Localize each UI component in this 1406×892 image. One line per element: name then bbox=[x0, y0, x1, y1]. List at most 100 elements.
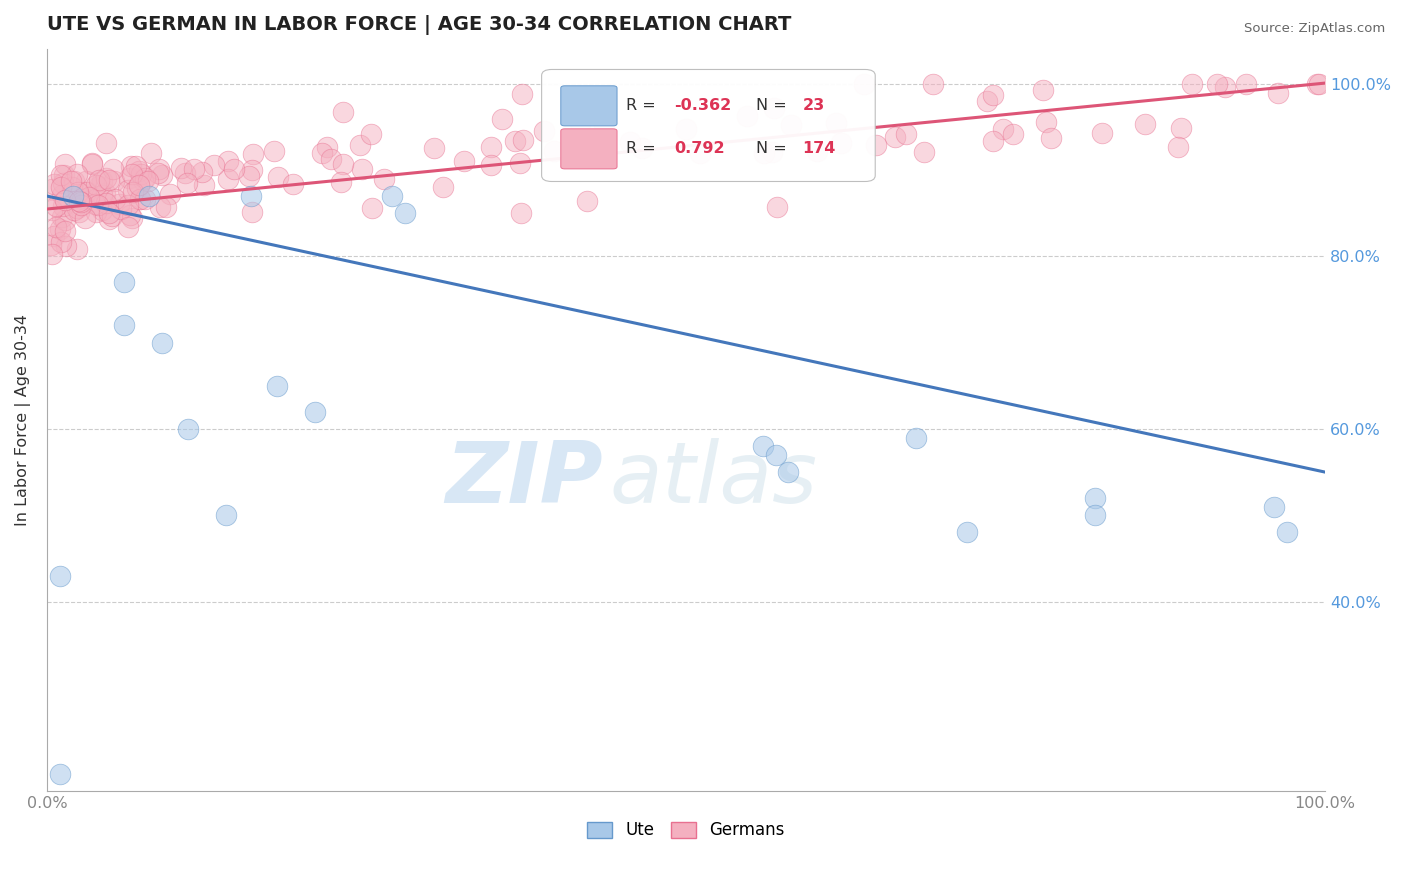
Point bbox=[66, 167, 89, 181]
Point bbox=[373, 171, 395, 186]
Point bbox=[240, 204, 263, 219]
Point bbox=[583, 101, 606, 115]
Point bbox=[381, 189, 404, 203]
Point bbox=[62, 189, 84, 203]
Point bbox=[148, 161, 170, 176]
Point bbox=[1275, 525, 1298, 540]
Point bbox=[491, 112, 513, 127]
Point bbox=[45, 199, 67, 213]
Point bbox=[82, 156, 104, 170]
Point bbox=[60, 180, 83, 194]
Point bbox=[70, 195, 93, 210]
Point bbox=[82, 156, 104, 170]
Point bbox=[806, 144, 828, 158]
Point bbox=[1263, 500, 1285, 514]
Point bbox=[84, 204, 107, 219]
Point bbox=[87, 198, 110, 212]
Point bbox=[94, 196, 117, 211]
Point bbox=[94, 186, 117, 200]
Point bbox=[49, 180, 72, 194]
Point bbox=[1213, 79, 1236, 94]
Point bbox=[1308, 77, 1330, 91]
Point bbox=[361, 202, 384, 216]
Point bbox=[131, 172, 153, 186]
Point bbox=[48, 767, 70, 781]
Point bbox=[121, 211, 143, 225]
Point bbox=[240, 189, 263, 203]
Point bbox=[91, 174, 114, 188]
Text: N =: N = bbox=[756, 98, 792, 113]
Point bbox=[48, 568, 70, 582]
Point bbox=[1035, 114, 1057, 128]
Point bbox=[122, 186, 145, 200]
Point bbox=[329, 175, 352, 189]
Text: R =: R = bbox=[626, 141, 661, 156]
Point bbox=[865, 137, 887, 152]
Point bbox=[778, 465, 800, 479]
Point bbox=[101, 209, 124, 223]
Point bbox=[125, 160, 148, 174]
Point bbox=[138, 189, 160, 203]
Point bbox=[51, 199, 73, 213]
Point bbox=[479, 158, 502, 172]
Point bbox=[751, 439, 773, 453]
Point bbox=[503, 134, 526, 148]
Point bbox=[53, 169, 76, 183]
Point bbox=[319, 152, 342, 166]
Point bbox=[631, 140, 654, 154]
Point bbox=[155, 200, 177, 214]
Point bbox=[752, 145, 775, 160]
Point bbox=[423, 141, 446, 155]
Point bbox=[267, 169, 290, 184]
Point bbox=[176, 422, 198, 436]
Point bbox=[117, 183, 139, 197]
Point bbox=[884, 130, 907, 145]
Point bbox=[66, 242, 89, 256]
Point bbox=[49, 168, 72, 182]
FancyBboxPatch shape bbox=[561, 128, 617, 169]
Point bbox=[112, 318, 135, 333]
Point bbox=[991, 121, 1014, 136]
Point bbox=[110, 202, 132, 216]
Point bbox=[139, 146, 162, 161]
Text: ZIP: ZIP bbox=[446, 438, 603, 521]
Point bbox=[1002, 128, 1025, 142]
Point bbox=[70, 197, 93, 211]
Point bbox=[242, 147, 264, 161]
Text: UTE VS GERMAN IN LABOR FORCE | AGE 30-34 CORRELATION CHART: UTE VS GERMAN IN LABOR FORCE | AGE 30-34… bbox=[46, 15, 792, 35]
Point bbox=[60, 173, 83, 187]
FancyBboxPatch shape bbox=[561, 86, 617, 126]
Point bbox=[107, 197, 129, 211]
Point bbox=[1267, 87, 1289, 101]
Point bbox=[1090, 126, 1112, 140]
Point bbox=[44, 178, 66, 192]
Point bbox=[735, 109, 758, 123]
Point bbox=[765, 448, 787, 462]
Point bbox=[432, 180, 454, 194]
Point bbox=[128, 178, 150, 193]
Point bbox=[956, 525, 979, 540]
Point bbox=[128, 192, 150, 206]
Point bbox=[360, 128, 382, 142]
Point bbox=[149, 200, 172, 214]
Point bbox=[134, 171, 156, 186]
Point bbox=[136, 173, 159, 187]
Point bbox=[981, 134, 1004, 148]
Point bbox=[1084, 491, 1107, 505]
Point bbox=[349, 138, 371, 153]
Point bbox=[1084, 508, 1107, 523]
Point bbox=[1181, 77, 1204, 91]
Point bbox=[127, 181, 149, 195]
Point bbox=[39, 237, 62, 252]
Point bbox=[202, 158, 225, 172]
Point bbox=[41, 202, 63, 217]
Point bbox=[533, 124, 555, 138]
Point bbox=[53, 224, 76, 238]
Point bbox=[224, 162, 246, 177]
Point bbox=[266, 379, 288, 393]
Text: -0.362: -0.362 bbox=[675, 98, 731, 113]
Point bbox=[41, 182, 63, 196]
Point bbox=[67, 204, 90, 219]
Point bbox=[543, 144, 565, 158]
Point bbox=[103, 162, 125, 177]
